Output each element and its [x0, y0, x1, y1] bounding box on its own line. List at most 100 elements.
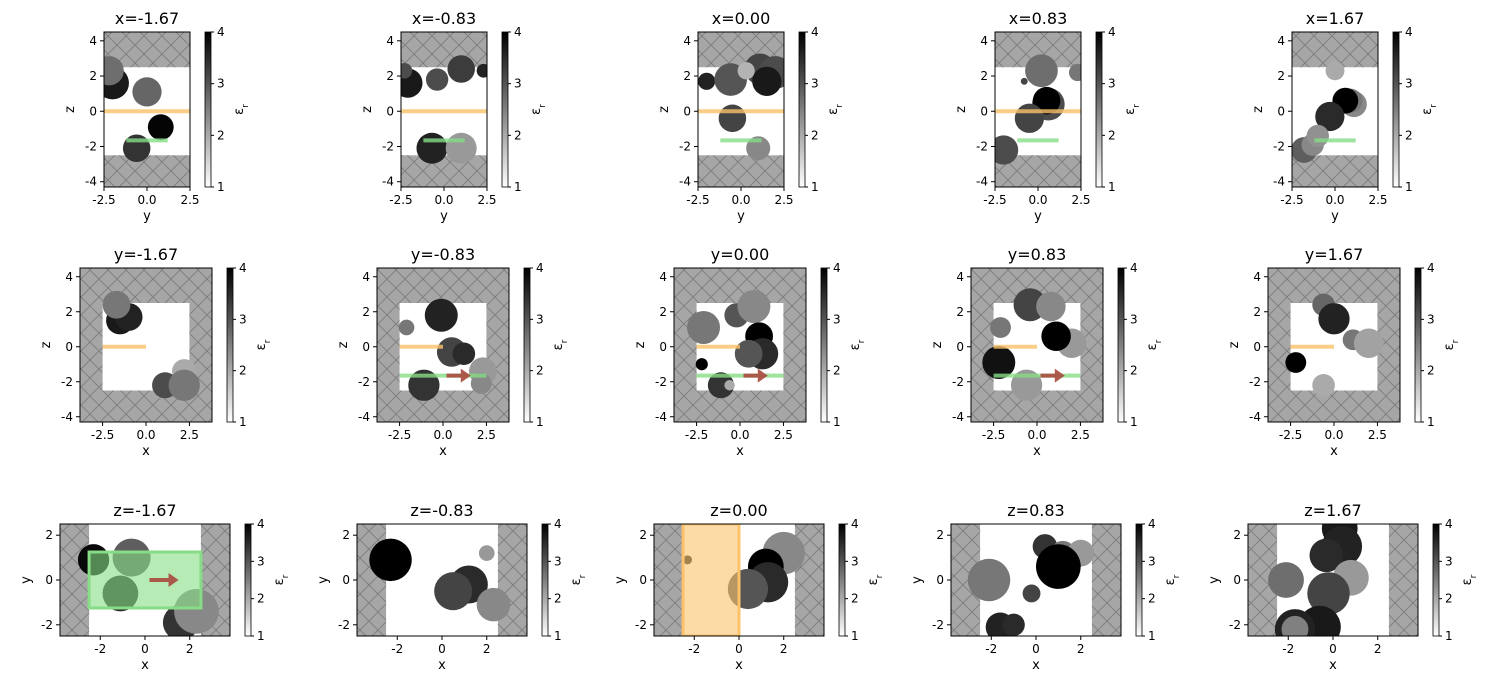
structure-circle: [1041, 321, 1071, 352]
x-axis-label: x: [735, 658, 743, 673]
colorbar: [798, 31, 806, 188]
colorbar: [1432, 523, 1440, 637]
structure-circle: [734, 339, 763, 368]
y-tick-label: -2: [338, 618, 350, 632]
colorbar-tick-label: 3: [536, 312, 544, 326]
x-axis-label: x: [736, 444, 744, 459]
structure-circle: [132, 77, 162, 107]
x-tick-label: 2.5: [774, 428, 793, 442]
colorbar-tick-label: 1: [851, 629, 859, 643]
colorbar-tick-label: 3: [851, 554, 859, 568]
y-axis-label: z: [657, 106, 672, 113]
structure-circle: [1285, 352, 1307, 373]
structure-circle: [1318, 303, 1350, 335]
structure-circle: [1022, 584, 1041, 603]
y-tick-label: 0: [342, 573, 350, 587]
x-axis-label: x: [1330, 444, 1338, 459]
y-tick-label: 0: [45, 573, 53, 587]
structure-circle: [967, 558, 1011, 602]
structure-circle: [416, 132, 448, 164]
structure-circle: [995, 135, 1019, 165]
pml-hatch: [1377, 268, 1400, 422]
x-tick-label: -2: [688, 642, 700, 656]
y-tick-label: 0: [1253, 340, 1261, 354]
subplot-title: x=0.83: [1009, 9, 1068, 28]
colorbar-label-subscript: r: [578, 574, 588, 578]
y-tick-label: 0: [683, 104, 691, 118]
subplot-13: -2 0 2 -2 0 2 x y z=0.00 1 2 3 4 εr: [613, 501, 885, 673]
colorbar-tick-label: 2: [1130, 364, 1138, 378]
y-tick-label: 2: [1253, 305, 1261, 319]
plot-area: [654, 524, 824, 636]
structure-circle: [425, 68, 449, 91]
pml-hatch: [60, 524, 90, 636]
y-axis-label: y: [1207, 576, 1222, 584]
colorbar-tick-label: 4: [554, 517, 562, 531]
y-axis-label: y: [19, 576, 34, 584]
colorbar-tick-label: 1: [1148, 629, 1156, 643]
x-tick-label: 2: [780, 642, 788, 656]
colorbar-tick-label: 1: [1405, 180, 1413, 194]
structure-circle: [982, 346, 1016, 379]
x-tick-label: 2: [1077, 642, 1085, 656]
colorbar-label: εr: [272, 574, 291, 585]
pml-hatch: [377, 268, 400, 422]
colorbar-tick-label: 4: [851, 517, 859, 531]
y-tick-label: -2: [85, 139, 97, 153]
y-tick-label: -2: [1273, 139, 1285, 153]
subplot-15: -2 0 2 -2 0 2 x y z=1.67 1 2 3 4 εr: [1207, 501, 1479, 673]
x-tick-label: -2.5: [982, 428, 1005, 442]
y-tick-label: 2: [936, 528, 944, 542]
source-direction-arrow: [1040, 368, 1065, 383]
y-tick-label: -4: [85, 175, 97, 189]
structure-circle: [1036, 544, 1081, 589]
y-tick-label: -4: [1273, 175, 1285, 189]
subplot-title: z=0.00: [710, 501, 767, 520]
y-axis-label: z: [954, 106, 969, 113]
colorbar-tick-label: 1: [239, 415, 247, 429]
plot-area: [401, 32, 487, 187]
structure-circle: [695, 358, 708, 371]
source-direction-arrow: [446, 368, 471, 383]
x-tick-label: 0.0: [433, 428, 452, 442]
y-tick-label: 0: [956, 340, 964, 354]
colorbar-tick-label: 4: [1445, 517, 1453, 531]
colorbar-label: εr: [866, 574, 885, 585]
x-tick-label: 0.0: [136, 428, 155, 442]
source-direction-arrow: [743, 368, 768, 383]
structure-circle: [424, 298, 458, 332]
colorbar-tick-label: 1: [514, 180, 522, 194]
y-tick-label: -4: [976, 175, 988, 189]
colorbar-label: εr: [1145, 339, 1164, 350]
colorbar-tick-label: 1: [1427, 415, 1435, 429]
x-tick-label: 0.0: [1028, 193, 1047, 207]
subplot-title: z=1.67: [1304, 501, 1361, 520]
colorbar-tick-label: 3: [257, 554, 265, 568]
colorbar-label-subscript: r: [538, 104, 548, 108]
structure-circle: [104, 56, 124, 86]
structure-circle: [1025, 54, 1058, 88]
structure-circle: [1281, 615, 1309, 636]
structure-circle: [737, 62, 755, 80]
y-tick-label: 2: [342, 528, 350, 542]
structure-circle: [476, 63, 487, 78]
x-tick-label: 2.5: [477, 428, 496, 442]
colorbar-label: εr: [848, 339, 867, 350]
pml-hatch: [80, 268, 103, 422]
plot-area: [60, 524, 230, 636]
subplot-11: -2 0 2 -2 0 2 x y z=-1.67 1 2 3 4 εr: [19, 501, 291, 673]
colorbar-tick-label: 2: [217, 128, 225, 142]
colorbar-tick-label: 4: [833, 261, 841, 275]
colorbar-tick-label: 1: [554, 629, 562, 643]
subplot-title: x=-1.67: [115, 9, 179, 28]
colorbar-label-subscript: r: [1469, 574, 1479, 578]
colorbar-tick-label: 1: [536, 415, 544, 429]
structure-circle: [102, 290, 131, 319]
x-axis-label: y: [440, 209, 448, 224]
plot-area: [104, 32, 190, 187]
colorbar-tick-label: 2: [239, 364, 247, 378]
colorbar: [1135, 523, 1143, 637]
subplot-3: -2.5 0.0 2.5 -4 -2 0 2 4 y z x=0.00 1 2 3 4 εr: [657, 9, 845, 224]
colorbar-tick-label: 1: [257, 629, 265, 643]
